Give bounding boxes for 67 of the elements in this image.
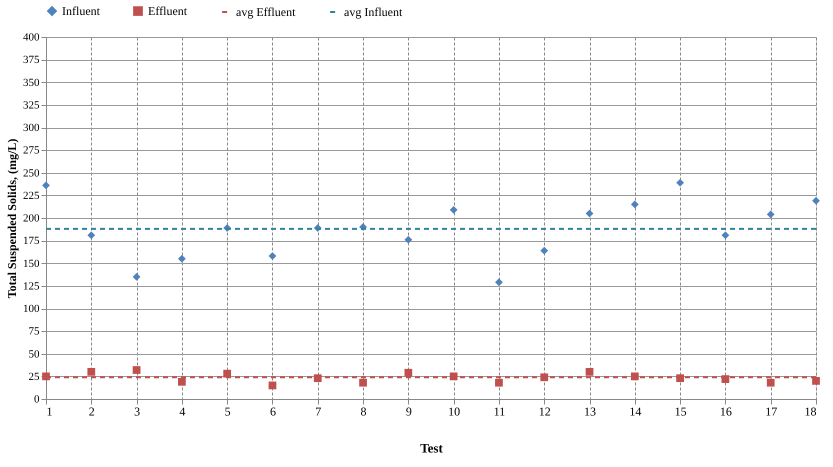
point xyxy=(404,368,412,377)
x-tick-label: 10 xyxy=(448,404,460,418)
point xyxy=(766,378,775,387)
y-tick-label: 175 xyxy=(23,235,40,248)
legend-label: Effluent xyxy=(148,4,188,18)
point xyxy=(359,378,367,387)
x-tick-label: 3 xyxy=(134,404,140,418)
legend-label: avg Effluent xyxy=(236,5,296,19)
point xyxy=(178,254,186,263)
x-tick-label: 2 xyxy=(88,404,95,418)
point xyxy=(132,366,140,374)
x-tick-label: 13 xyxy=(584,404,596,418)
x-tick-label: 12 xyxy=(538,404,551,418)
x-tick-label: 17 xyxy=(765,404,778,418)
point xyxy=(268,382,276,390)
point xyxy=(495,278,503,286)
y-tick-label: 50 xyxy=(28,348,40,360)
x-tick-label: 8 xyxy=(360,404,367,418)
point xyxy=(722,231,730,240)
x-tick-label: 9 xyxy=(406,404,412,418)
y-tick-label: 375 xyxy=(23,54,40,66)
y-tick-label: 400 xyxy=(23,32,40,44)
x-tick-label: 18 xyxy=(804,404,816,418)
point xyxy=(812,377,820,385)
y-tick-label: 150 xyxy=(23,258,40,270)
point xyxy=(540,246,548,254)
y-tick-label: 275 xyxy=(23,144,40,157)
y-tick-label: 325 xyxy=(23,99,40,112)
y-tick-label: 25 xyxy=(28,370,40,383)
point xyxy=(812,196,820,205)
x-tick-label: 16 xyxy=(720,404,732,418)
legend-label: avg Influent xyxy=(344,5,403,19)
point xyxy=(450,206,458,214)
x-axis-title: Test xyxy=(420,440,444,456)
x-tick-label: 5 xyxy=(224,404,231,418)
y-tick-label: 300 xyxy=(23,122,40,134)
y-tick-label: 225 xyxy=(23,190,40,202)
point xyxy=(404,236,412,244)
point xyxy=(87,231,96,240)
point xyxy=(178,378,186,386)
x-tick-label: 11 xyxy=(494,404,506,418)
point xyxy=(586,368,594,376)
legend-label: Influent xyxy=(62,4,101,18)
y-tick-label: 200 xyxy=(23,212,40,224)
x-tick-label: 4 xyxy=(179,404,186,418)
x-tick-label: 6 xyxy=(270,404,276,418)
point xyxy=(630,200,639,208)
point xyxy=(766,210,775,218)
y-axis-title: Total Suspended Solids, (mg/L) xyxy=(5,138,19,298)
y-tick-label: 75 xyxy=(28,326,40,338)
point xyxy=(495,378,503,387)
x-tick-label: 1 xyxy=(46,404,52,418)
y-tick-label: 100 xyxy=(23,303,40,315)
y-tick-label: 125 xyxy=(23,280,40,292)
point xyxy=(132,272,140,281)
point xyxy=(268,252,276,260)
y-tick-label: 0 xyxy=(34,394,40,406)
point xyxy=(586,210,594,218)
y-tick-label: 350 xyxy=(23,76,40,89)
point xyxy=(676,178,684,187)
point xyxy=(42,182,50,190)
x-tick-label: 14 xyxy=(629,404,642,418)
x-tick-label: 15 xyxy=(674,404,687,418)
point xyxy=(87,368,96,376)
x-tick-label: 7 xyxy=(315,404,322,418)
point xyxy=(722,375,730,383)
y-tick-label: 250 xyxy=(23,167,40,180)
